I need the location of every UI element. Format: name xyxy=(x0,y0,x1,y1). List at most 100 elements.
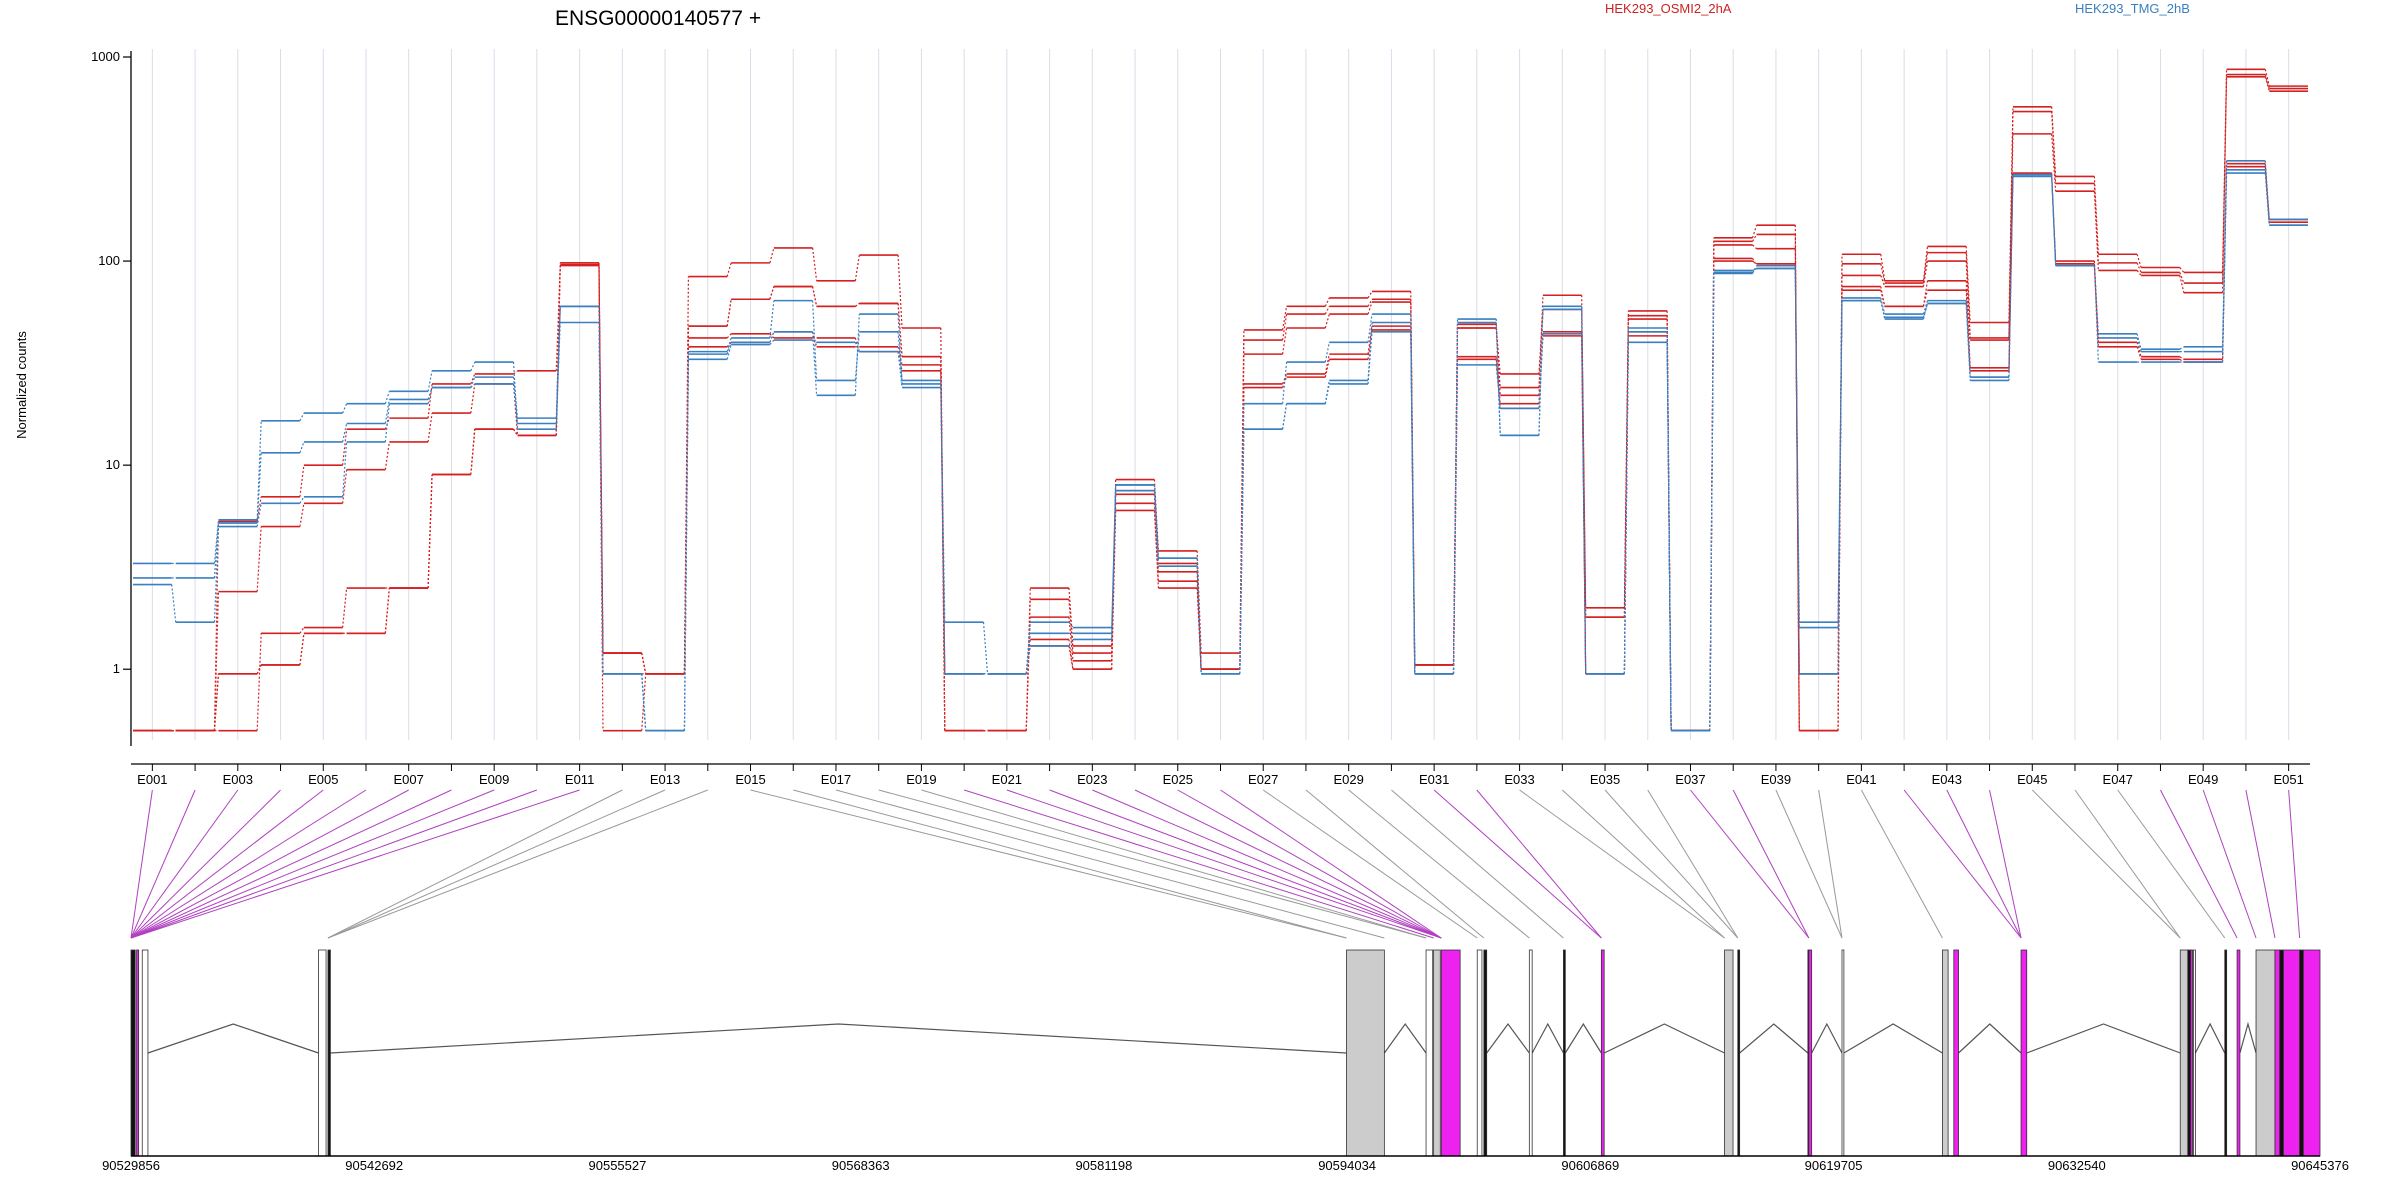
series-connector xyxy=(512,383,519,424)
genomic-tick-label: 90632540 xyxy=(2048,1158,2106,1173)
x-tick-label: E017 xyxy=(821,772,851,787)
x-tick-label: E041 xyxy=(1846,772,1876,787)
exon-connector xyxy=(1775,789,1843,939)
exon-connector xyxy=(2245,789,2276,939)
series-connector xyxy=(1324,354,1330,375)
series-connector xyxy=(427,412,433,442)
series-connector xyxy=(2008,111,2014,338)
exon-connector xyxy=(1348,789,1530,939)
series-connector xyxy=(812,247,818,281)
series-connector xyxy=(598,265,604,674)
exon-white xyxy=(1528,949,1533,1157)
series-connector xyxy=(854,314,860,396)
series-connector xyxy=(982,622,989,674)
sample-lines xyxy=(133,68,2308,732)
series-connector xyxy=(641,652,647,674)
series-connector xyxy=(470,361,476,372)
series-connector xyxy=(1666,342,1672,731)
exon-connector xyxy=(1989,789,2022,939)
series-connector xyxy=(470,429,476,475)
series-connector xyxy=(342,403,348,414)
intron xyxy=(330,1023,1347,1054)
series-connector xyxy=(1025,645,1031,674)
series-8 xyxy=(133,172,2308,732)
series-connector xyxy=(2136,262,2142,273)
series-connector xyxy=(726,341,732,348)
exon-connector xyxy=(1604,789,1739,939)
series-connector xyxy=(1880,254,1886,281)
exon-connector xyxy=(2074,789,2181,939)
series-connector xyxy=(1495,322,1501,436)
series-connector xyxy=(812,331,818,396)
exon-connector xyxy=(1476,789,1602,939)
series-connector xyxy=(1281,327,1288,355)
x-tick-label: E003 xyxy=(223,772,253,787)
genomic-tick-label: 90619705 xyxy=(1805,1158,1863,1173)
series-connector xyxy=(726,342,732,355)
series-connector xyxy=(470,429,476,475)
series-connector xyxy=(2221,173,2228,363)
series-connector xyxy=(1751,224,1758,239)
genomic-tick-label: 90555527 xyxy=(589,1158,647,1173)
series-connector xyxy=(299,633,305,665)
series-connector xyxy=(1837,300,1843,628)
exon-magenta xyxy=(1440,949,1461,1157)
series-connector xyxy=(854,331,860,381)
series-connector xyxy=(1324,313,1330,329)
series-connector xyxy=(256,664,262,675)
series-connector xyxy=(812,286,818,307)
series-connector xyxy=(2264,172,2270,226)
series-connector xyxy=(512,377,519,419)
exon-connector xyxy=(1262,789,1478,939)
exon-connector xyxy=(1818,789,1843,939)
exon-magenta xyxy=(2020,949,2028,1157)
exon-connector xyxy=(1519,789,1725,939)
series-connector xyxy=(854,254,860,281)
exon-connector xyxy=(1305,789,1485,939)
series-connector xyxy=(1196,566,1202,674)
series-connector xyxy=(897,331,903,381)
intron xyxy=(1958,1023,2022,1054)
series-connector xyxy=(1367,313,1373,343)
exon-magenta xyxy=(136,949,140,1157)
genomic-tick-label: 90645376 xyxy=(2291,1158,2349,1173)
series-connector xyxy=(1068,617,1074,661)
genomic-tick-label: 90542692 xyxy=(345,1158,403,1173)
series-connector xyxy=(1196,587,1202,670)
exon-magenta xyxy=(1600,949,1605,1157)
series-connector xyxy=(769,339,775,345)
series-connector xyxy=(1794,268,1800,674)
x-tick-label: E029 xyxy=(1333,772,1363,787)
exon-connector xyxy=(1092,789,1442,939)
series-connector xyxy=(726,299,732,327)
series-connector xyxy=(1752,258,1758,266)
exon-black xyxy=(2299,949,2304,1157)
genomic-tick-label: 90606869 xyxy=(1561,1158,1619,1173)
exon-connector xyxy=(1903,789,2022,939)
x-tick-label: E031 xyxy=(1419,772,1449,787)
exon-connector xyxy=(327,789,666,939)
series-connector xyxy=(1538,333,1544,409)
intron xyxy=(1603,1023,1725,1054)
series-connector xyxy=(854,302,860,307)
series-connector xyxy=(1111,490,1117,640)
series-connector xyxy=(384,399,390,424)
exon-connector xyxy=(130,789,196,939)
exon-connector xyxy=(1220,789,1442,939)
series-connector xyxy=(299,496,305,504)
exon-connector xyxy=(130,789,538,939)
series-connector xyxy=(2136,254,2142,268)
legend-label-tmg: HEK293_TMG_2hB xyxy=(2075,1,2190,16)
series-connector xyxy=(2179,272,2185,284)
exon-black xyxy=(130,949,136,1157)
exon-connectors xyxy=(130,789,2301,939)
series-connector xyxy=(726,344,732,360)
exon-connector xyxy=(793,789,1347,939)
series-connector xyxy=(1281,362,1288,404)
gene-model: 90529856 90542692 90555527 90568363 90581198… xyxy=(102,949,2349,1173)
series-connector xyxy=(1709,261,1715,731)
series-connector xyxy=(1239,383,1245,670)
exon-gray xyxy=(1942,949,1949,1157)
vertical-gridlines xyxy=(151,49,2290,740)
x-tick-label: E027 xyxy=(1248,772,1278,787)
